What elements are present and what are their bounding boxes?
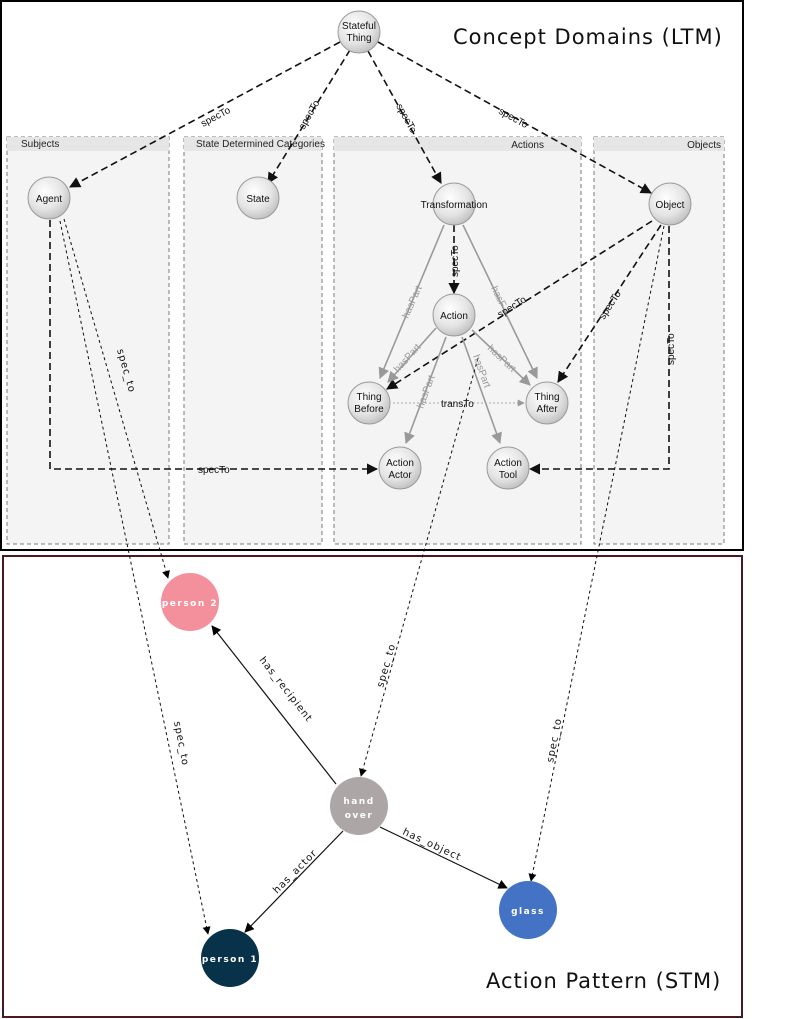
node-action-actor-line2: Actor — [388, 470, 412, 481]
edge-object-actiontool — [528, 226, 670, 475]
edge-stateful-transformation — [367, 50, 442, 184]
node-action-label: Action — [440, 311, 468, 322]
edge-agent-person1 — [59, 220, 211, 935]
edge-handover-person2 — [211, 625, 337, 785]
node-thing-after-line1: Thing — [534, 392, 559, 403]
node-hand-over-line1: hand — [343, 797, 374, 807]
node-glass-label: glass — [511, 907, 545, 917]
edge-transformation-thingafter — [462, 224, 538, 380]
node-stateful-thing-line1: Stateful — [342, 21, 376, 32]
node-glass[interactable]: glass — [499, 881, 557, 939]
label-trans-to: transTo — [441, 399, 474, 410]
node-action-tool-line2: Tool — [499, 470, 517, 481]
node-transformation[interactable]: Transformation — [421, 182, 488, 226]
edge-agent-actionactor — [49, 220, 379, 475]
edge-stateful-object — [377, 41, 652, 194]
stm-title: Action Pattern (STM) — [486, 969, 721, 993]
edge-stateful-agent — [69, 41, 341, 188]
node-person1-label: person 1 — [202, 955, 258, 965]
node-thing-before-line2: Before — [354, 404, 384, 415]
edge-agent-person2 — [63, 218, 170, 579]
node-thing-after[interactable]: Thing After — [525, 381, 569, 425]
edge-action-actiontool — [461, 336, 502, 445]
edge-object-thingafter — [557, 224, 662, 383]
edge-stateful-state — [267, 49, 351, 184]
edge-object-thingbefore — [386, 220, 653, 390]
edge-action-thingbefore — [387, 327, 437, 383]
node-action-actor-line1: Action — [386, 458, 414, 469]
label-spec-transformation-action: specTo — [450, 245, 461, 277]
edge-transformation-thingbefore — [378, 224, 445, 380]
group-objects-label: Objects — [687, 140, 721, 151]
node-person2-label: person 2 — [162, 599, 218, 609]
node-agent[interactable]: Agent — [27, 176, 71, 220]
node-thing-after-line2: After — [536, 404, 558, 415]
node-agent-label: Agent — [36, 194, 62, 205]
node-stateful-thing[interactable]: Stateful Thing — [337, 10, 381, 54]
node-action-tool[interactable]: Action Tool — [486, 446, 530, 490]
ltm-title: Concept Domains (LTM) — [453, 25, 723, 49]
node-transformation-label: Transformation — [421, 200, 488, 211]
edge-action-handover — [359, 357, 479, 777]
edge-handover-glass — [379, 826, 508, 889]
node-stateful-thing-line2: Thing — [346, 33, 371, 44]
node-object[interactable]: Object — [648, 182, 692, 226]
edge-action-actionactor — [404, 336, 447, 445]
node-object-label: Object — [656, 200, 685, 211]
group-subjects-label: Subjects — [21, 139, 59, 150]
node-state-label: State — [246, 194, 270, 205]
node-hand-over-line2: over — [345, 811, 374, 821]
node-person1[interactable]: person 1 — [201, 929, 259, 987]
node-state[interactable]: State — [236, 176, 280, 220]
label-spec-agent-actionactor: specTo — [198, 465, 230, 476]
node-hand-over[interactable]: hand over — [330, 777, 388, 835]
node-person2[interactable]: person 2 — [161, 573, 219, 631]
node-action[interactable]: Action — [432, 293, 476, 337]
node-thing-before[interactable]: Thing Before — [347, 381, 391, 425]
node-thing-before-line1: Thing — [356, 392, 381, 403]
edge-handover-person1 — [244, 830, 344, 933]
label-spec-object-actiontool: specTo — [666, 333, 677, 365]
node-action-tool-line1: Action — [494, 458, 522, 469]
group-state-categories-label: State Determined Categories — [196, 139, 325, 150]
group-actions-label: Actions — [511, 140, 544, 151]
node-action-actor[interactable]: Action Actor — [378, 446, 422, 490]
edge-action-thingafter — [471, 329, 531, 386]
